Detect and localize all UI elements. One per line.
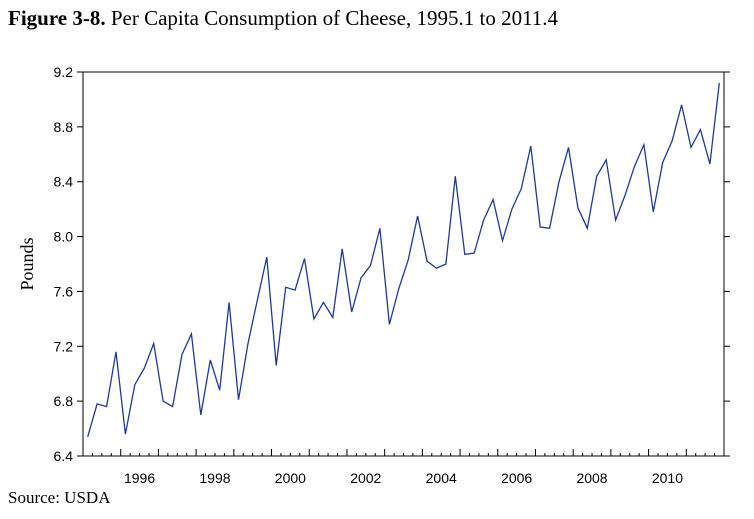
y-tick-label: 8.4 (54, 174, 74, 190)
x-tick-label: 2008 (576, 470, 607, 486)
y-tick-label: 7.2 (54, 338, 74, 354)
title-text: Per Capita Consumption of Cheese, 1995.1… (105, 6, 559, 30)
series-line-cheese (87, 82, 720, 437)
y-tick-label: 8.8 (54, 119, 74, 135)
y-tick-label: 6.8 (54, 393, 74, 409)
y-tick-label: 7.6 (54, 283, 74, 299)
chart-title: Figure 3-8. Per Capita Consumption of Ch… (8, 6, 558, 31)
x-tick-label: 2010 (652, 470, 683, 486)
y-tick-label: 6.4 (54, 448, 74, 464)
plot-frame (82, 71, 725, 457)
x-tick-label: 2006 (501, 470, 532, 486)
x-tick-label: 2000 (275, 470, 306, 486)
y-tick-label: 9.2 (54, 64, 74, 80)
source-note: Source: USDA (8, 488, 111, 507)
y-axis-label: Pounds (17, 237, 37, 290)
x-tick-label: 2002 (350, 470, 381, 486)
x-tick-label: 2004 (426, 470, 457, 486)
x-tick-label: 1996 (124, 470, 155, 486)
x-tick-label: 1998 (199, 470, 230, 486)
title-figure-label: Figure 3-8. (8, 6, 106, 30)
y-tick-label: 8.0 (54, 229, 74, 245)
